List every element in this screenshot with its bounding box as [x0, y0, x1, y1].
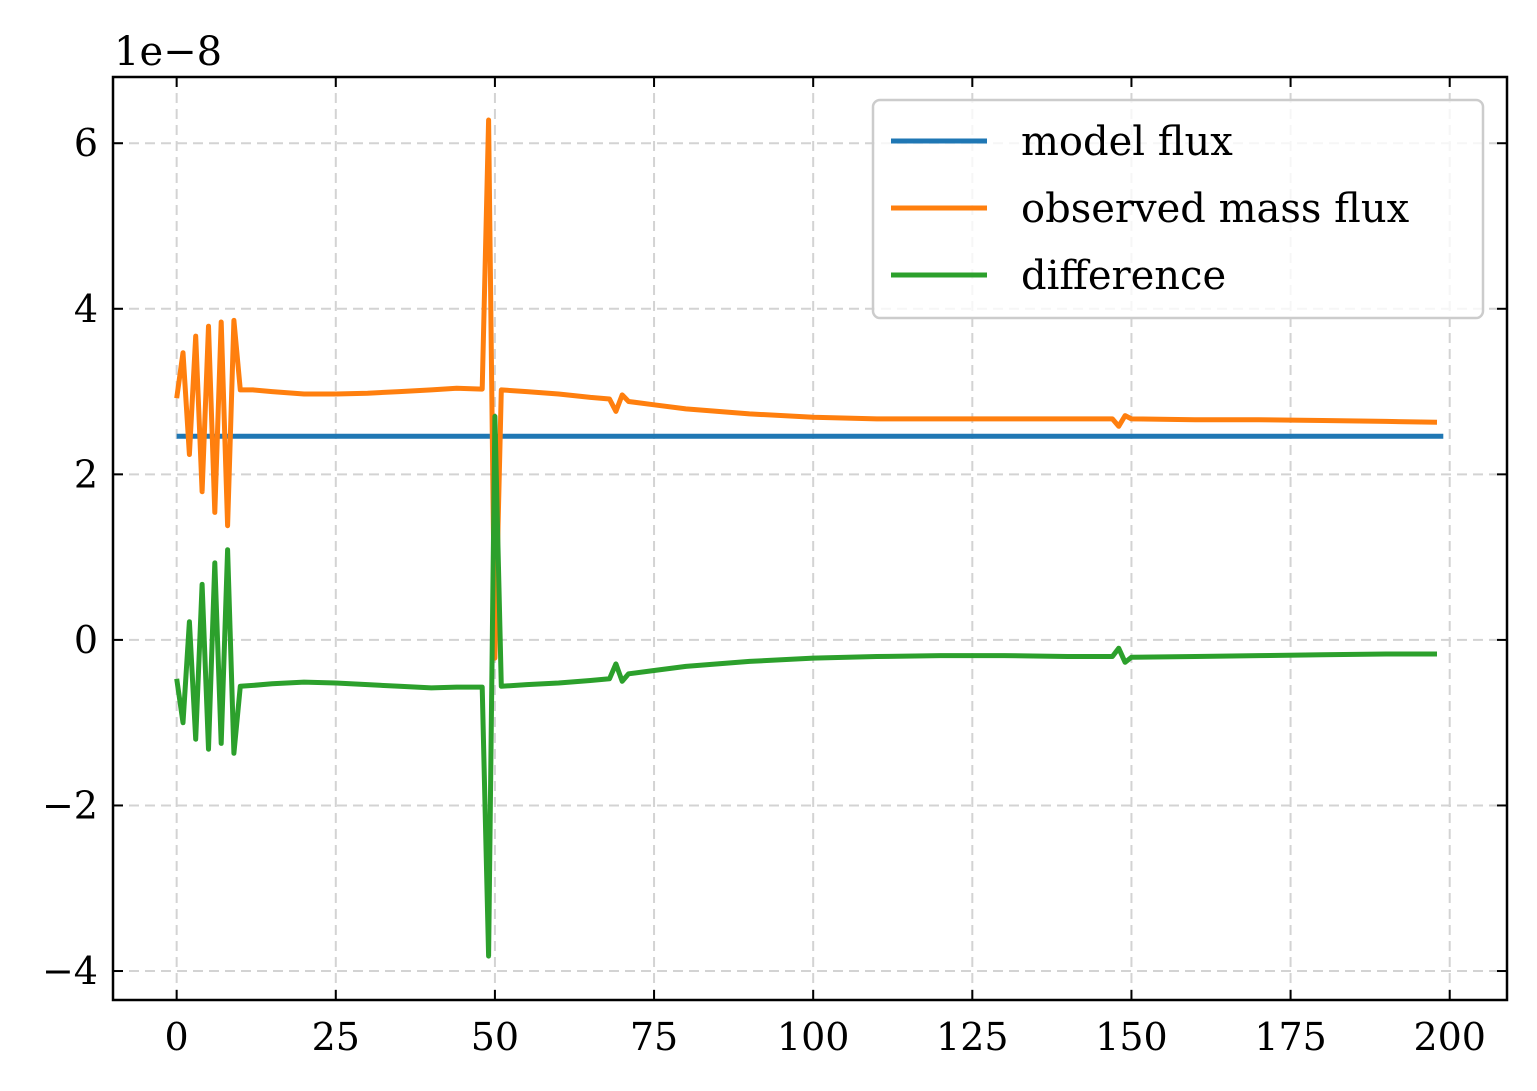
- x-tick-label: 100: [777, 1015, 850, 1059]
- series-line-2: [174, 413, 1437, 959]
- y-tick-label: 6: [74, 121, 98, 165]
- legend-label: model flux: [1021, 119, 1233, 165]
- x-tick-label: 0: [165, 1015, 189, 1059]
- plot-frame: [111, 75, 1509, 1002]
- x-tick-label: 175: [1254, 1015, 1327, 1059]
- x-tick-label: 200: [1413, 1015, 1486, 1059]
- series-lines: [174, 117, 1444, 959]
- y-tick-label: −4: [42, 949, 98, 993]
- y-tick-label: 4: [74, 287, 98, 331]
- legend: model flux observed mass flux difference: [871, 98, 1485, 320]
- axis-ticks: 0 25 50 75 100 125 150 175 200 −4 −2 0 2 4 6: [42, 77, 1507, 1059]
- y-tick-label: 2: [74, 452, 98, 496]
- series-line-1: [174, 117, 1438, 661]
- legend-label: observed mass flux: [1021, 186, 1410, 232]
- y-offset-label: 1e−8: [114, 29, 222, 75]
- x-tick-label: 25: [312, 1015, 360, 1059]
- legend-label: difference: [1021, 253, 1226, 299]
- x-tick-label: 125: [936, 1015, 1009, 1059]
- y-tick-label: −2: [42, 783, 98, 827]
- x-tick-label: 50: [471, 1015, 519, 1059]
- legend-box: [871, 98, 1485, 320]
- x-tick-label: 75: [630, 1015, 678, 1059]
- x-tick-label: 150: [1095, 1015, 1168, 1059]
- y-tick-label: 0: [74, 618, 98, 662]
